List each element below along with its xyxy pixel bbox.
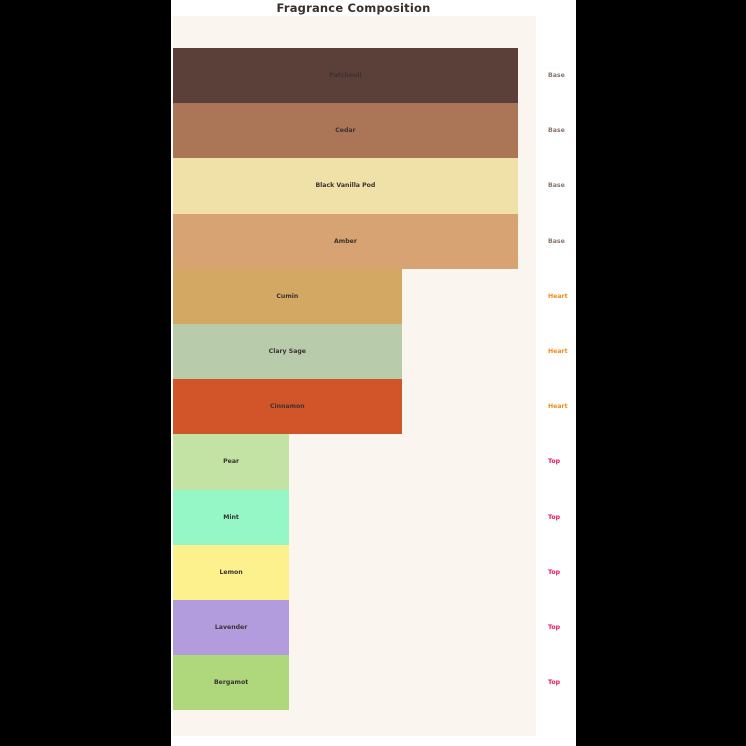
bar-row: Lavender: [173, 600, 536, 656]
bar-mint[interactable]: [173, 489, 290, 545]
bar-row: Cedar: [173, 103, 536, 159]
bar-row: Lemon: [173, 544, 536, 600]
note-heart: Heart: [548, 292, 568, 300]
bar-row: Black Vanilla Pod: [173, 158, 536, 214]
bar-row: Amber: [173, 213, 536, 269]
note-base: Base: [548, 72, 565, 80]
bar-clary-sage[interactable]: [173, 324, 402, 380]
note-top: Top: [548, 458, 561, 466]
note-top: Top: [548, 513, 561, 521]
bar-row: Cumin: [173, 268, 536, 324]
bar-lavender[interactable]: [173, 600, 290, 656]
note-base: Base: [548, 237, 565, 245]
bar-bergamot[interactable]: [173, 655, 290, 711]
bar-row: Cinnamon: [173, 379, 536, 435]
bar-amber[interactable]: [173, 213, 518, 269]
note-top: Top: [548, 568, 561, 576]
note-top: Top: [548, 679, 561, 687]
bar-patchouli[interactable]: [173, 48, 518, 104]
bar-row: Patchouli: [173, 48, 536, 104]
note-top: Top: [548, 624, 561, 632]
figure-canvas: Fragrance Composition Patchouli Cedar Blac…: [171, 0, 576, 746]
page-title: Fragrance Composition: [276, 1, 431, 15]
bar-row: Pear: [173, 434, 536, 490]
note-heart: Heart: [548, 348, 568, 356]
bar-cumin[interactable]: [173, 268, 402, 324]
bar-cinnamon[interactable]: [173, 379, 402, 435]
bar-black-vanilla-pod[interactable]: [173, 158, 518, 214]
bar-lemon[interactable]: [173, 544, 290, 600]
bar-row: Mint: [173, 489, 536, 545]
plot-area: Patchouli Cedar Black Vanilla Pod Amber Cumi…: [173, 16, 536, 736]
note-base: Base: [548, 127, 565, 135]
note-base: Base: [548, 182, 565, 190]
note-heart: Heart: [548, 403, 568, 411]
bar-cedar[interactable]: [173, 103, 518, 159]
bar-row: Clary Sage: [173, 324, 536, 380]
bar-pear[interactable]: [173, 434, 290, 490]
bar-row: Bergamot: [173, 655, 536, 711]
